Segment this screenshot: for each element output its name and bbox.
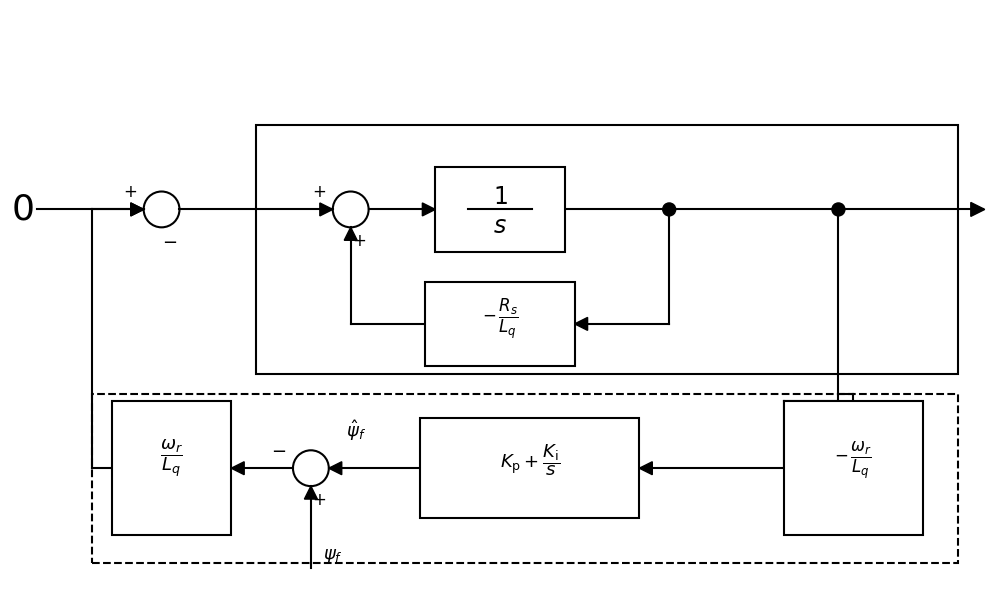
FancyBboxPatch shape (435, 167, 565, 252)
Circle shape (663, 203, 676, 216)
Polygon shape (344, 228, 357, 240)
Polygon shape (131, 203, 144, 216)
Text: $\hat{\psi}_f$: $\hat{\psi}_f$ (346, 418, 366, 443)
Polygon shape (231, 462, 244, 474)
Polygon shape (320, 203, 333, 216)
Text: $0$: $0$ (11, 192, 34, 226)
Polygon shape (422, 203, 435, 216)
Text: $\psi_f$: $\psi_f$ (323, 547, 343, 565)
Polygon shape (131, 203, 144, 216)
FancyBboxPatch shape (256, 125, 958, 374)
Text: $-$: $-$ (271, 441, 287, 459)
Text: $1$: $1$ (493, 186, 507, 210)
Text: $+$: $+$ (123, 183, 137, 201)
Polygon shape (575, 317, 588, 331)
Text: $s$: $s$ (493, 214, 507, 238)
Polygon shape (639, 462, 652, 474)
Polygon shape (971, 202, 985, 216)
Text: $-\,\dfrac{\omega_r}{L_q}$: $-\,\dfrac{\omega_r}{L_q}$ (834, 440, 872, 481)
Text: $-$: $-$ (162, 232, 177, 250)
Text: $+$: $+$ (352, 232, 366, 250)
Text: $+$: $+$ (312, 183, 326, 201)
FancyBboxPatch shape (112, 401, 231, 536)
Polygon shape (329, 462, 342, 474)
Text: $\dfrac{\omega_r}{L_q}$: $\dfrac{\omega_r}{L_q}$ (160, 437, 183, 479)
Text: $-\,\dfrac{R_s}{L_q}$: $-\,\dfrac{R_s}{L_q}$ (482, 297, 518, 341)
FancyBboxPatch shape (425, 282, 575, 366)
Polygon shape (304, 486, 317, 499)
FancyBboxPatch shape (420, 419, 639, 518)
Circle shape (832, 203, 845, 216)
Text: $K_{\rm p}+\dfrac{K_{\rm i}}{s}$: $K_{\rm p}+\dfrac{K_{\rm i}}{s}$ (500, 443, 560, 478)
Text: $+$: $+$ (312, 491, 326, 509)
FancyBboxPatch shape (784, 401, 923, 536)
